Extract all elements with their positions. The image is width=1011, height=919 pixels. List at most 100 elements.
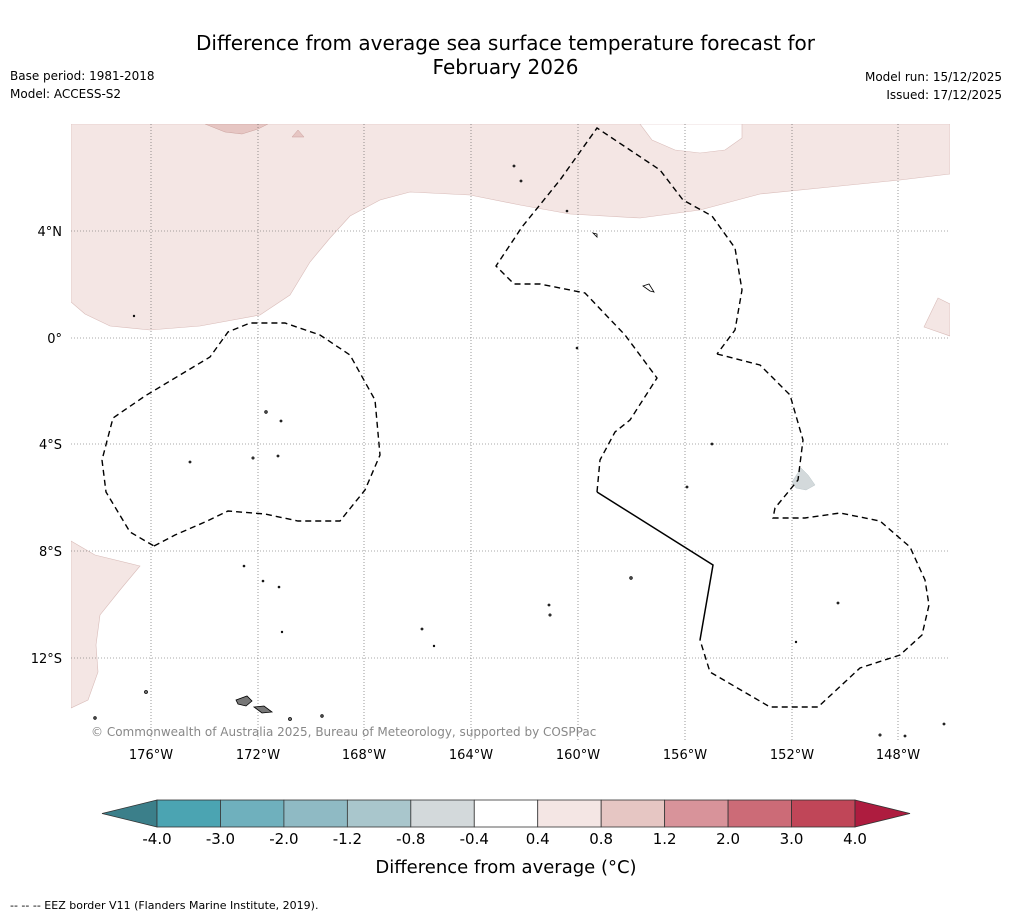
colorbar-tick-label: 0.8: [589, 830, 613, 848]
copyright-notice: © Commonwealth of Australia 2025, Bureau…: [91, 725, 596, 739]
colorbar-segment: [410, 799, 475, 828]
colorbar-tick-label: -1.2: [333, 830, 362, 848]
island-dot: [548, 613, 552, 617]
island-dot: [903, 734, 907, 738]
lon-label: 156°W: [663, 748, 707, 763]
lon-label: 172°W: [236, 748, 280, 763]
neutral-patch-north: [639, 124, 743, 154]
island-dot: [836, 601, 840, 605]
colorbar-segment: [791, 799, 856, 828]
eez-borders: [101, 127, 930, 708]
island-dot: [261, 579, 265, 583]
island-atoll-1: [642, 283, 655, 293]
colorbar-tick-label: -4.0: [142, 830, 171, 848]
island-dot: [279, 419, 283, 423]
island-dot: [288, 717, 292, 721]
island-dot: [320, 714, 324, 718]
colorbar-under-arrow: [101, 799, 158, 828]
title-line-2: February 2026: [432, 55, 579, 79]
island-dot: [251, 456, 255, 460]
island-dot: [144, 690, 148, 694]
island-dot: [242, 564, 246, 568]
islands: [93, 164, 946, 738]
colorbar-label: Difference from average (°C): [375, 857, 636, 878]
title-line-1: Difference from average sea surface temp…: [195, 31, 815, 55]
island-dot: [512, 164, 516, 168]
lat-label: 4°S: [39, 438, 62, 453]
map-gridlines: [71, 124, 950, 740]
eez-footnote: -- -- -- EEZ border V11 (Flanders Marine…: [10, 899, 319, 912]
eez-border-west: [101, 322, 381, 547]
warm-patch-top-2: [291, 129, 305, 138]
island-dot: [710, 442, 714, 446]
meta-right: Model run: 15/12/2025 Issued: 17/12/2025: [865, 68, 1002, 104]
colorbar-tick-label: -3.0: [206, 830, 235, 848]
lat-label: 0°: [47, 332, 62, 347]
anomaly-fields: [71, 124, 950, 709]
map-title: Difference from average sea surface temp…: [0, 31, 1011, 79]
lon-label: 160°W: [556, 748, 600, 763]
island-dot: [280, 630, 284, 634]
island-dot: [132, 314, 136, 318]
island-dot: [547, 603, 551, 607]
lon-label: 152°W: [770, 748, 814, 763]
island-dot: [685, 485, 689, 489]
colorbar-segment: [156, 799, 221, 828]
lon-label: 176°W: [129, 748, 173, 763]
colorbar-tick-label: -0.8: [396, 830, 425, 848]
warm-patch-southwest: [71, 540, 141, 709]
warm-patch-top-1: [204, 124, 269, 135]
longitude-labels: 176°W 172°W 168°W 164°W 160°W 156°W 152°…: [129, 748, 920, 763]
island-dot: [277, 585, 281, 589]
colorbar-tick-label: -0.4: [460, 830, 489, 848]
latitude-labels: 4°N 0° 4°S 8°S 12°S: [31, 225, 62, 667]
island-dot: [794, 640, 798, 644]
island-dot: [575, 346, 579, 350]
island-dot: [565, 209, 569, 213]
lat-label: 4°N: [38, 225, 63, 240]
lon-label: 148°W: [876, 748, 920, 763]
lon-label: 168°W: [342, 748, 386, 763]
cool-patch: [791, 467, 816, 491]
island-dot: [519, 179, 523, 183]
colorbar-tick-label: 2.0: [716, 830, 740, 848]
eez-border-east: [699, 353, 930, 708]
model-name: Model: ACCESS-S2: [10, 87, 122, 101]
colorbar-segment: [537, 799, 602, 828]
model-run: Model run: 15/12/2025: [864, 70, 1002, 84]
island-dot: [276, 454, 280, 458]
colorbar-segment: [283, 799, 348, 828]
lat-label: 12°S: [31, 652, 62, 667]
island-atoll-2: [591, 232, 598, 238]
colorbar-segment: [727, 799, 792, 828]
warm-patch-east: [923, 297, 950, 337]
maritime-boundary: [596, 491, 714, 641]
island-dot: [264, 410, 268, 414]
colorbar-segment: [600, 799, 666, 828]
colorbar-tick-label: 1.2: [653, 830, 677, 848]
island-dot: [432, 644, 436, 648]
warm-anomaly-north: [71, 124, 950, 331]
lat-label: 8°S: [39, 545, 62, 560]
island-dot: [878, 733, 882, 737]
colorbar-tick-label: 4.0: [843, 830, 867, 848]
colorbar-segment: [664, 799, 729, 828]
colorbar-tick-label: 3.0: [780, 830, 804, 848]
colorbar-tick-label: 0.4: [526, 830, 550, 848]
island-dot: [188, 460, 192, 464]
island-dot: [942, 722, 946, 726]
colorbar-segment: [220, 799, 285, 828]
colorbar-segment: [346, 799, 412, 828]
island-dot: [93, 716, 97, 720]
lon-label: 164°W: [449, 748, 493, 763]
colorbar-tick-label: -2.0: [269, 830, 298, 848]
meta-left: Base period: 1981-2018 Model: ACCESS-S2: [10, 67, 155, 103]
island-samoa-1: [235, 695, 253, 707]
colorbar-segment: [473, 799, 539, 828]
island-dot: [420, 627, 424, 631]
colorbar: -4.0 -3.0 -2.0 -1.2 -0.8 -0.4 0.4 0.8 1.2 2.0 3.0 4…: [101, 799, 911, 848]
issued-date: Issued: 17/12/2025: [886, 88, 1002, 102]
island-samoa-2: [252, 705, 274, 714]
base-period: Base period: 1981-2018: [10, 69, 155, 83]
